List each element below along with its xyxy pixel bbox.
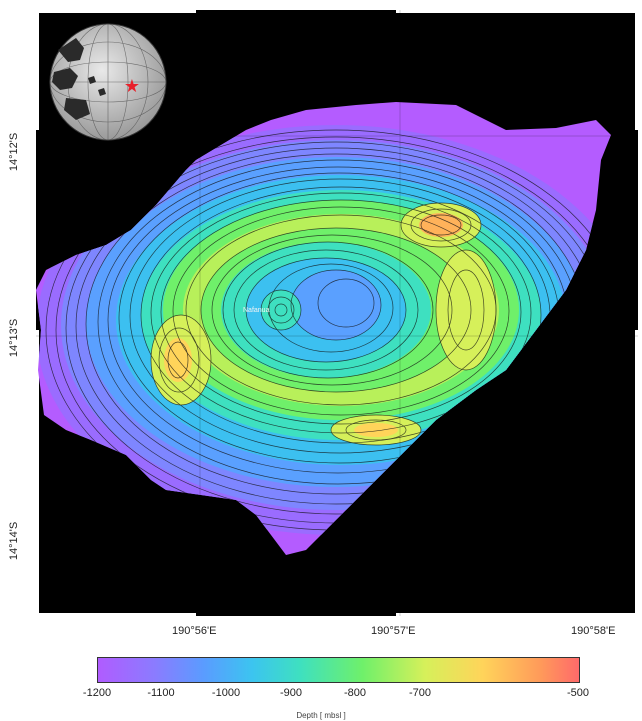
lon-tick-label: 190°58'E <box>571 625 616 637</box>
colorbar-tick: -700 <box>408 687 432 699</box>
bathymetry-canvas: Nafanua ★ <box>36 10 638 616</box>
colorbar-tick: -1200 <box>82 687 112 699</box>
globe-landmasses <box>52 38 106 120</box>
lat-tick-label: 14°13'S <box>8 318 20 358</box>
colorbar-tick: -500 <box>566 687 590 699</box>
depth-colorbar <box>97 657 580 683</box>
lon-tick-label: 190°56'E <box>172 625 217 637</box>
graticule <box>36 10 638 616</box>
lat-tick-label: 14°12'S <box>8 132 20 172</box>
colorbar-label: Depth [ mbsl ] <box>296 711 346 720</box>
colorbar-tick: -800 <box>343 687 367 699</box>
lon-tick-label: 190°57'E <box>371 625 416 637</box>
lat-tick-label: 14°14'S <box>8 521 20 561</box>
colorbar-tick: -1100 <box>147 687 175 699</box>
colorbar-tick: -1000 <box>211 687 241 699</box>
map-frame-ticks <box>36 10 638 616</box>
bathymetry-map: Nafanua ★ <box>36 10 638 616</box>
star-icon: ★ <box>124 76 140 96</box>
place-label-nafanua: Nafanua <box>243 307 270 314</box>
colorbar-tick: -900 <box>279 687 303 699</box>
locator-globe-inset: ★ <box>49 23 167 141</box>
